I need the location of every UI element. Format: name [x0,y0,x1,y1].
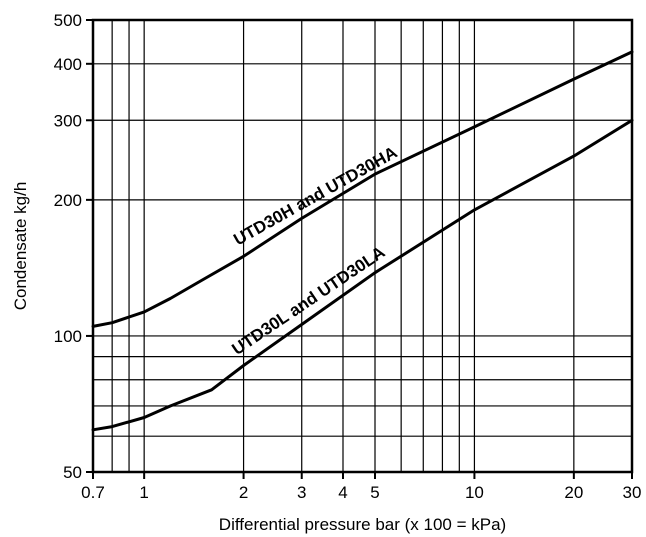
y-tick-label: 300 [54,111,82,130]
x-axis-title: Differential pressure bar (x 100 = kPa) [219,515,506,534]
curves [91,50,634,432]
y-tick-label: 50 [63,463,82,482]
series-label-l: UTD30L and UTD30LA [229,242,389,358]
y-tick-label: 100 [54,327,82,346]
x-tick-label: 0.7 [81,483,105,502]
y-axis-title: Condensate kg/h [11,182,30,311]
plot-frame [91,18,634,474]
y-tick-label: 400 [54,55,82,74]
x-tick-label: 20 [564,483,583,502]
ticks: 0.7 1 2 3 4 5 10 20 30 50 100 200 300 400 500 [54,11,642,502]
x-tick-label: 1 [139,483,148,502]
y-tick-label: 500 [54,11,82,30]
x-tick-label: 5 [370,483,379,502]
x-tick-label: 30 [623,483,642,502]
x-tick-label: 10 [465,483,484,502]
x-tick-label: 3 [297,483,306,502]
series-line-h [91,50,634,328]
x-tick-label: 4 [338,483,347,502]
series-line-l [91,118,634,432]
y-tick-label: 200 [54,191,82,210]
x-tick-label: 2 [239,483,248,502]
